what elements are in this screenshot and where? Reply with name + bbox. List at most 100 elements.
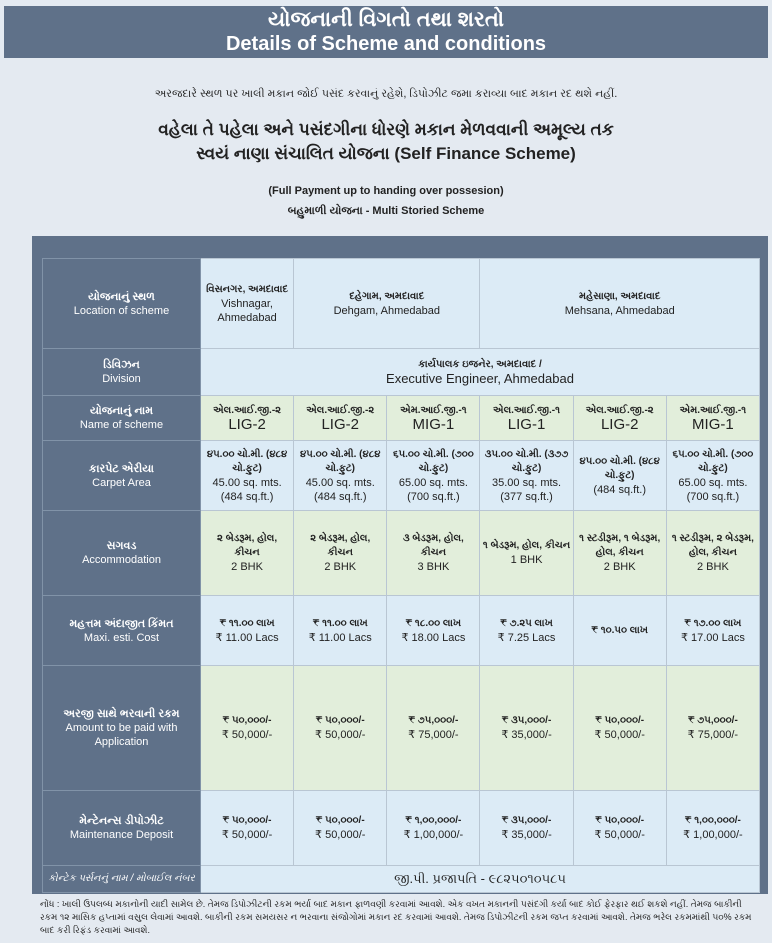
row-carpet: કારપેટ એરીયા Carpet Area ૪૫.૦૦ ચો.મી. (૪૮… xyxy=(42,440,761,511)
subhead-line2: બહુમાળી યોજના - Multi Storied Scheme xyxy=(287,205,485,217)
value-gu: ₹ ૩૫,૦૦૦/- xyxy=(501,815,552,826)
label-contact: કોન્ટેક પર્સનનું નામ / મોબાઈલ નંબર xyxy=(42,865,201,893)
value-gu: ₹ ૫૦,૦૦૦/- xyxy=(315,815,365,826)
value-en: 65.00 sq. mts. (700 sq.ft.) xyxy=(398,476,468,503)
value-gu: ₹ ૫૦,૦૦૦/- xyxy=(222,715,272,726)
value-gu: ₹ ૧૮.૦૦ લાખ xyxy=(405,617,462,629)
value-gu: એમ.આઈ.જી.-૧ xyxy=(400,405,467,416)
headline: વહેલા તે પહેલા અને પસંદગીના ધોરણે મકાન મ… xyxy=(0,118,772,166)
value-en: ₹ 1,00,000/- xyxy=(683,829,743,841)
value-gu: ₹ ૩૫,૦૦૦/- xyxy=(501,715,552,726)
label-location: યોજનાનું સ્થળ Location of scheme xyxy=(42,258,201,349)
value-en: 65.00 sq. mts. (700 sq.ft.) xyxy=(678,476,748,503)
value-gu: ₹ ૭૫,૦૦૦/- xyxy=(687,715,738,726)
value-en: LIG-1 xyxy=(507,416,546,433)
acc-cell: ૧ સ્ટડીરૂમ, ૧ બેડરૂમ, હોલ, કીચન 2 BHK xyxy=(572,510,667,596)
label-en: Division xyxy=(102,373,141,385)
division-gu: કાર્યપાલક ઇજનેર, અમદાવાદ / xyxy=(418,359,542,370)
value-gu: ૧ સ્ટડીરૂમ, ૧ બેડરૂમ, હોલ, કીચન xyxy=(579,533,661,558)
label-gu: યોજનાનું સ્થળ xyxy=(88,290,155,303)
location-cell: દહેગામ, અમદાવાદ Dehgam, Ahmedabad xyxy=(293,258,481,349)
row-accommodation: સગવડ Accommodation ૨ બેડરૂમ, હોલ, કીચન 2 B… xyxy=(42,510,761,596)
label-division: ડિવિઝન Division xyxy=(42,348,201,396)
dep-cell: ₹ ૩૫,૦૦૦/- ₹ 35,000/- xyxy=(479,790,574,866)
loc-en: Vishnagar, Ahmedabad xyxy=(217,297,277,324)
row-location: યોજનાનું સ્થળ Location of scheme વિસનગર, … xyxy=(42,258,760,349)
value-en: 2 BHK xyxy=(603,561,636,573)
value-gu: ૪૫.૦૦ ચો.મી. (૪૮૪ ચો.ફુટ) xyxy=(206,448,288,474)
value-en: ₹ 50,000/- xyxy=(221,829,273,841)
cost-cell: ₹ ૧૦.૫૦ લાખ xyxy=(572,595,667,666)
value-gu: ₹ ૧૧.૦૦ લાખ xyxy=(312,617,368,629)
name-cell: એલ.આઈ.જી.-૨ LIG-2 xyxy=(199,395,295,441)
value-en: LIG-2 xyxy=(600,416,639,433)
contact-value: જી.પી. પ્રજાપતિ - ૯૮૨૫૦૧૦૫૮૫ xyxy=(200,865,760,893)
value-gu: ₹ ૧૧.૦૦ લાખ xyxy=(219,617,275,629)
division-cell: કાર્યપાલક ઇજનેર, અમદાવાદ / Executive Engi… xyxy=(200,348,760,396)
value-en: ₹ 75,000/- xyxy=(408,729,459,741)
value-en: ₹ 7.25 Lacs xyxy=(497,631,556,644)
value-en: ₹ 11.00 Lacs xyxy=(215,631,279,644)
dep-cell: ₹ ૫૦,૦૦૦/- ₹ 50,000/- xyxy=(293,790,388,866)
location-cell: વિસનગર, અમદાવાદ Vishnagar, Ahmedabad xyxy=(199,258,295,349)
value-en: ₹ 75,000/- xyxy=(687,729,739,741)
value-gu: ૪૫.૦૦ ચો.મી. (૪૮૪ ચો.ફુટ) xyxy=(300,448,381,474)
value-gu: એલ.આઈ.જી.-૨ xyxy=(585,405,654,416)
value-en: LIG-2 xyxy=(228,416,266,433)
value-gu: ₹ ૫૦,૦૦૦/- xyxy=(595,815,645,826)
value-en: 2 BHK xyxy=(696,561,729,573)
header-band: યોજનાની વિગતો તથા શરતો Details of Scheme… xyxy=(4,6,768,58)
amt-cell: ₹ ૭૫,૦૦૦/- ₹ 75,000/- xyxy=(386,665,481,791)
title-gujarati: યોજનાની વિગતો તથા શરતો xyxy=(268,8,504,31)
headline-line2: સ્વયં નાણા સંચાલિત યોજના (Self Finance S… xyxy=(196,144,576,163)
value-en: 2 BHK xyxy=(324,561,357,573)
label-gu: યોજનાનું નામ xyxy=(90,405,153,417)
value-en: ₹ 50,000/- xyxy=(594,729,645,741)
label-carpet: કારપેટ એરીયા Carpet Area xyxy=(42,440,201,511)
headline-line1: વહેલા તે પહેલા અને પસંદગીના ધોરણે મકાન મ… xyxy=(158,120,614,139)
carpet-cell: ૬૫.૦૦ ચો.મી. (૭૦૦ ચો.ફુટ) 65.00 sq. mts. … xyxy=(386,440,481,511)
value-en: ₹ 18.00 Lacs xyxy=(401,631,466,644)
value-en: 3 BHK xyxy=(417,561,450,573)
label-cost: મહત્તમ અંદાજીત કિંમત Maxi. esti. Cost xyxy=(42,595,201,666)
label-en: Name of scheme xyxy=(79,419,164,431)
amt-cell: ₹ ૫૦,૦૦૦/- ₹ 50,000/- xyxy=(199,665,295,791)
dep-cell: ₹ ૧,૦૦,૦૦૦/- ₹ 1,00,000/- xyxy=(665,790,761,866)
label-name: યોજનાનું નામ Name of scheme xyxy=(42,395,201,441)
value-en: 1 BHK xyxy=(510,554,543,566)
value-gu: ₹ ૭.૨૫ લાખ xyxy=(500,617,553,629)
value-en: 45.00 sq. mts. (484 sq.ft.) xyxy=(305,476,375,503)
footnote: નોંધ : ખાલી ઉપલબ્ધ મકાનોની યાદી સામેલ છે… xyxy=(40,899,752,935)
label-gu: કારપેટ એરીયા xyxy=(89,462,154,475)
value-gu: ₹ ૧,૦૦,૦૦૦/- xyxy=(684,815,741,826)
row-contact: કોન્ટેક પર્સનનું નામ / મોબાઈલ નંબર જી.પી… xyxy=(42,865,760,893)
division-en: Executive Engineer, Ahmedabad xyxy=(386,371,574,386)
carpet-cell: ૩૫.૦૦ ચો.મી. (૩૭૭ ચો.ફુટ) 35.00 sq. mts. … xyxy=(479,440,574,511)
loc-gu: વિસનગર, અમદાવાદ xyxy=(206,283,289,295)
label-gu: મેન્ટેનન્સ ડીપોઝીટ xyxy=(79,815,164,827)
amt-cell: ₹ ૭૫,૦૦૦/- ₹ 75,000/- xyxy=(665,665,761,791)
label-gu: સગવડ xyxy=(106,540,137,552)
value-en: ₹ 50,000/- xyxy=(221,729,273,741)
cost-cell: ₹ ૧૧.૦૦ લાખ ₹ 11.00 Lacs xyxy=(293,595,388,666)
carpet-cell: ૪૫.૦૦ ચો.મી. (૪૮૪ ચો.ફુટ) 45.00 sq. mts. … xyxy=(199,440,295,511)
value-en: MIG-1 xyxy=(692,416,734,433)
value-en: ₹ 35,000/- xyxy=(501,729,552,741)
dep-cell: ₹ ૧,૦૦,૦૦૦/- ₹ 1,00,000/- xyxy=(386,790,481,866)
label-gu: મહત્તમ અંદાજીત કિંમત xyxy=(69,617,174,630)
value-gu: ૬૫.૦૦ ચો.મી. (૭૦૦ ચો.ફુટ) xyxy=(392,448,474,474)
value-en: ₹ 50,000/- xyxy=(315,729,366,741)
acc-cell: ૨ બેડરૂમ, હોલ, કીચન 2 BHK xyxy=(293,510,388,596)
cost-cell: ₹ ૧૮.૦૦ લાખ ₹ 18.00 Lacs xyxy=(386,595,481,666)
value-gu: ₹ ૫૦,૦૦૦/- xyxy=(222,815,272,826)
value-gu: ૩ બેડરૂમ, હોલ, કીચન xyxy=(402,533,464,558)
dep-cell: ₹ ૫૦,૦૦૦/- ₹ 50,000/- xyxy=(199,790,295,866)
amt-cell: ₹ ૫૦,૦૦૦/- ₹ 50,000/- xyxy=(293,665,388,791)
value-en: ₹ 1,00,000/- xyxy=(403,829,464,841)
cost-cell: ₹ ૧૭.૦૦ લાખ ₹ 17.00 Lacs xyxy=(665,595,761,666)
label-en: Accommodation xyxy=(82,554,161,566)
value-gu: ૧ બેડરૂમ, હોલ, કીચન xyxy=(482,540,571,551)
acc-cell: ૩ બેડરૂમ, હોલ, કીચન 3 BHK xyxy=(386,510,481,596)
value-gu: ૬૫.૦૦ ચો.મી. (૭૦૦ ચો.ફુટ) xyxy=(672,448,754,474)
acc-cell: ૨ બેડરૂમ, હોલ, કીચન 2 BHK xyxy=(199,510,295,596)
